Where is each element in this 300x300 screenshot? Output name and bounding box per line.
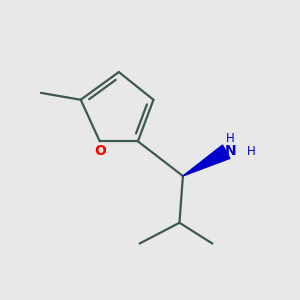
Text: N: N [225,144,236,158]
Text: H: H [226,132,235,145]
Text: O: O [94,144,106,158]
Text: H: H [247,145,256,158]
Polygon shape [183,145,230,176]
